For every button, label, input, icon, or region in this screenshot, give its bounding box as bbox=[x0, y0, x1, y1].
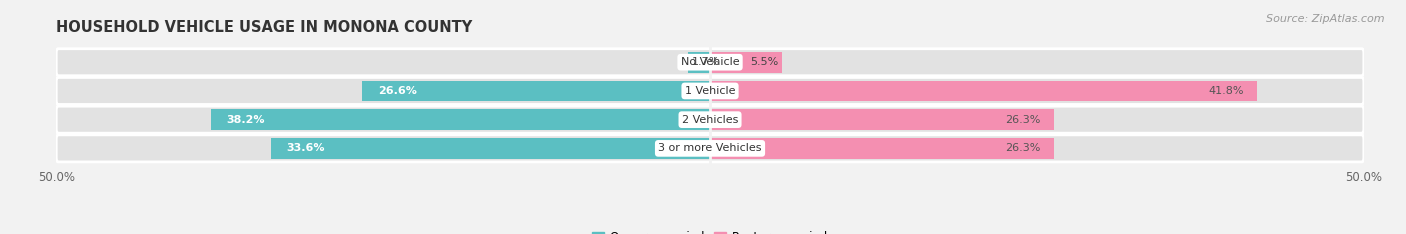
Text: 2 Vehicles: 2 Vehicles bbox=[682, 115, 738, 125]
Text: 1 Vehicle: 1 Vehicle bbox=[685, 86, 735, 96]
FancyBboxPatch shape bbox=[56, 49, 1364, 76]
FancyBboxPatch shape bbox=[56, 77, 1364, 104]
Bar bbox=[710, 80, 1257, 101]
Legend: Owner-occupied, Renter-occupied: Owner-occupied, Renter-occupied bbox=[586, 226, 834, 234]
Text: 26.6%: 26.6% bbox=[378, 86, 416, 96]
Text: 41.8%: 41.8% bbox=[1208, 86, 1243, 96]
Text: 1.7%: 1.7% bbox=[692, 57, 720, 67]
Bar bbox=[688, 52, 710, 73]
Bar bbox=[211, 109, 710, 130]
Text: 5.5%: 5.5% bbox=[749, 57, 778, 67]
FancyBboxPatch shape bbox=[56, 135, 1364, 162]
Text: 38.2%: 38.2% bbox=[226, 115, 264, 125]
Text: Source: ZipAtlas.com: Source: ZipAtlas.com bbox=[1267, 14, 1385, 24]
Text: No Vehicle: No Vehicle bbox=[681, 57, 740, 67]
Bar bbox=[710, 109, 1054, 130]
Text: HOUSEHOLD VEHICLE USAGE IN MONONA COUNTY: HOUSEHOLD VEHICLE USAGE IN MONONA COUNTY bbox=[56, 20, 472, 35]
Bar bbox=[710, 138, 1054, 159]
Text: 3 or more Vehicles: 3 or more Vehicles bbox=[658, 143, 762, 153]
Text: 26.3%: 26.3% bbox=[1005, 115, 1040, 125]
Text: 26.3%: 26.3% bbox=[1005, 143, 1040, 153]
Text: 33.6%: 33.6% bbox=[287, 143, 325, 153]
Bar bbox=[363, 80, 710, 101]
FancyBboxPatch shape bbox=[56, 106, 1364, 133]
Bar bbox=[271, 138, 710, 159]
Bar bbox=[710, 52, 782, 73]
